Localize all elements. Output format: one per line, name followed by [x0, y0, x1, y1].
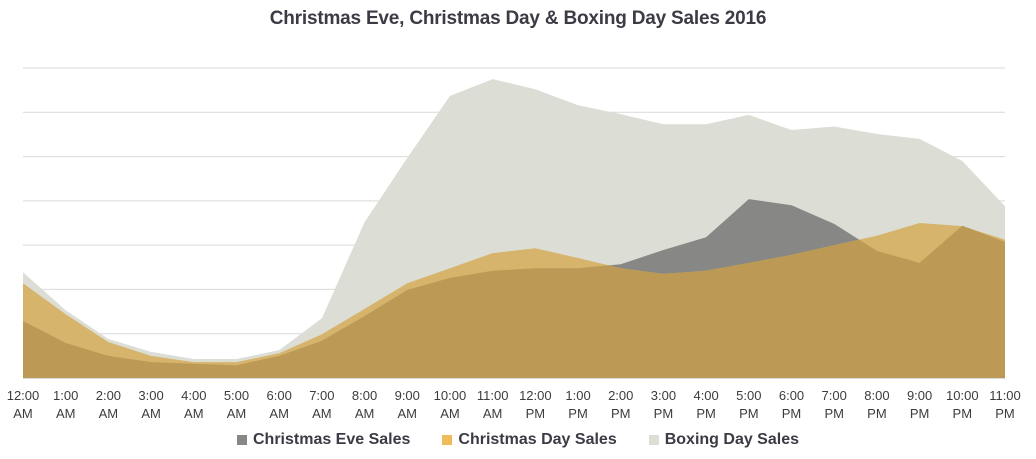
chart-title: Christmas Eve, Christmas Day & Boxing Da…	[269, 8, 767, 29]
x-tick-time: 9:00	[907, 388, 932, 403]
x-tick-time: 11:00	[989, 388, 1021, 403]
x-tick-label: 11:00 PM	[989, 388, 1021, 421]
x-tick-label: 9:00 AM	[395, 388, 420, 421]
x-tick-label: 2:00 AM	[96, 388, 121, 421]
area-overlap-eve-day	[23, 226, 1005, 378]
x-tick-meridiem: PM	[910, 406, 930, 421]
x-tick-meridiem: AM	[483, 406, 503, 421]
x-tick-label: 12:00 AM	[7, 388, 40, 421]
x-tick-meridiem: AM	[141, 406, 161, 421]
x-tick-meridiem: PM	[953, 406, 973, 421]
x-tick-label: 10:00 PM	[946, 388, 979, 421]
x-tick-meridiem: AM	[355, 406, 375, 421]
legend-item-christmas-eve: Christmas Eve Sales	[236, 431, 411, 449]
x-tick-time: 9:00	[395, 388, 420, 403]
x-tick-meridiem: PM	[526, 406, 546, 421]
x-tick-label: 3:00 AM	[138, 388, 163, 421]
x-tick-time: 4:00	[181, 388, 206, 403]
x-tick-label: 5:00 PM	[736, 388, 761, 421]
x-tick-time: 5:00	[224, 388, 249, 403]
legend-label-boxing-day: Boxing Day Sales	[664, 431, 799, 448]
x-tick-time: 2:00	[608, 388, 633, 403]
x-tick-time: 1:00	[565, 388, 590, 403]
x-tick-meridiem: AM	[440, 406, 460, 421]
x-tick-meridiem: PM	[995, 406, 1015, 421]
x-tick-meridiem: AM	[227, 406, 247, 421]
x-tick-label: 1:00 AM	[53, 388, 78, 421]
x-tick-meridiem: AM	[184, 406, 204, 421]
legend-item-boxing-day: Boxing Day Sales	[648, 431, 799, 449]
x-tick-label: 6:00 AM	[267, 388, 292, 421]
x-tick-meridiem: PM	[739, 406, 759, 421]
x-tick-time: 6:00	[267, 388, 292, 403]
x-tick-meridiem: PM	[824, 406, 844, 421]
x-tick-label: 7:00 PM	[822, 388, 847, 421]
legend: Christmas Eve Sales Christmas Day Sales …	[0, 431, 1036, 449]
x-tick-time: 8:00	[864, 388, 889, 403]
x-tick-label: 8:00 AM	[352, 388, 377, 421]
x-tick-time: 12:00	[7, 388, 40, 403]
legend-swatch-christmas-eve	[236, 435, 247, 445]
x-tick-label: 4:00 PM	[693, 388, 718, 421]
x-tick-label: 11:00 AM	[477, 388, 509, 421]
legend-label-christmas-eve: Christmas Eve Sales	[252, 431, 411, 448]
x-tick-time: 3:00	[138, 388, 163, 403]
x-tick-meridiem: AM	[312, 406, 332, 421]
x-tick-label: 4:00 AM	[181, 388, 206, 421]
x-tick-time: 6:00	[779, 388, 804, 403]
x-tick-label: 3:00 PM	[651, 388, 676, 421]
x-tick-time: 5:00	[736, 388, 761, 403]
x-tick-meridiem: PM	[782, 406, 802, 421]
x-tick-time: 10:00	[946, 388, 979, 403]
x-tick-meridiem: AM	[56, 406, 76, 421]
x-axis-ticks: 12:00AM1:00AM2:00AM3:00AM4:00AM5:00AM6:0…	[7, 388, 1021, 421]
area-chart: 12:00AM1:00AM2:00AM3:00AM4:00AM5:00AM6:0…	[7, 67, 1021, 421]
x-tick-label: 8:00 PM	[864, 388, 889, 421]
x-tick-time: 1:00	[53, 388, 78, 403]
x-tick-meridiem: PM	[696, 406, 716, 421]
x-tick-meridiem: AM	[13, 406, 33, 421]
x-tick-time: 7:00	[822, 388, 847, 403]
area-series	[23, 79, 1005, 379]
x-tick-time: 11:00	[477, 388, 509, 403]
x-tick-label: 2:00 PM	[608, 388, 633, 421]
x-tick-time: 12:00	[519, 388, 552, 403]
x-tick-label: 10:00 AM	[434, 388, 467, 421]
legend-swatch-christmas-day	[442, 435, 453, 445]
x-tick-time: 2:00	[96, 388, 121, 403]
x-tick-meridiem: PM	[568, 406, 588, 421]
legend-label-christmas-day: Christmas Day Sales	[458, 431, 617, 448]
x-tick-time: 7:00	[309, 388, 334, 403]
x-tick-meridiem: PM	[611, 406, 631, 421]
x-tick-meridiem: PM	[867, 406, 887, 421]
x-tick-meridiem: AM	[99, 406, 119, 421]
x-tick-time: 3:00	[651, 388, 676, 403]
x-tick-time: 10:00	[434, 388, 467, 403]
x-tick-label: 5:00 AM	[224, 388, 249, 421]
x-tick-meridiem: PM	[654, 406, 674, 421]
legend-item-christmas-day: Christmas Day Sales	[442, 431, 617, 449]
x-tick-label: 12:00 PM	[519, 388, 552, 421]
x-tick-label: 6:00 PM	[779, 388, 804, 421]
legend-swatch-boxing-day	[648, 435, 659, 445]
x-tick-meridiem: AM	[398, 406, 418, 421]
x-tick-time: 4:00	[693, 388, 718, 403]
x-tick-label: 1:00 PM	[565, 388, 590, 421]
x-tick-time: 8:00	[352, 388, 377, 403]
x-tick-label: 7:00 AM	[309, 388, 334, 421]
x-tick-meridiem: AM	[269, 406, 289, 421]
x-tick-label: 9:00 PM	[907, 388, 932, 421]
